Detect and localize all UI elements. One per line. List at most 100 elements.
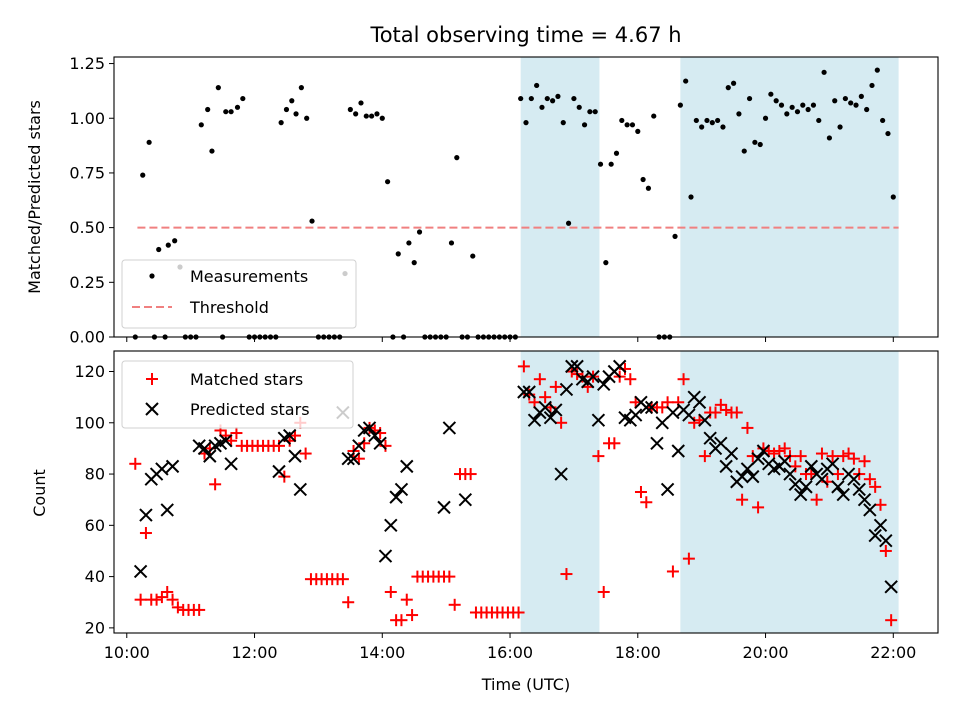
- bottom-predicted-stars-point-95: [836, 487, 850, 502]
- bottom-predicted-stars-point-103: [879, 534, 893, 548]
- bottom-predicted-stars-point-94: [831, 480, 845, 494]
- bottom-predicted-stars-point-32: [437, 500, 451, 515]
- bottom-predicted-stars-point-50: [597, 377, 611, 392]
- top-measurements-point-128: [816, 117, 822, 124]
- top-measurements-point-42: [358, 100, 364, 106]
- bottom-matched-stars-point-138: [863, 473, 876, 486]
- bottom-matched-stars-point-4: [150, 593, 163, 606]
- top-measurements-point-27: [278, 120, 284, 126]
- top-measurements-point-104: [688, 194, 694, 200]
- top-measurements-point-31: [298, 85, 304, 91]
- bottom-matched-stars-point-103: [677, 373, 690, 386]
- top-measurements-point-73: [523, 120, 529, 126]
- bottom-matched-stars-point-6: [161, 585, 174, 598]
- bottom-matched-stars-point-0: [129, 457, 142, 470]
- bottom-matched-stars-point-12: [193, 603, 206, 616]
- top-measurements-point-15: [215, 85, 221, 91]
- bottom-predicted-stars-point-43: [559, 382, 574, 397]
- bottom-matched-stars-point-87: [592, 450, 605, 463]
- top-measurements-point-43: [363, 113, 369, 119]
- bottom-matched-stars-point-142: [885, 614, 898, 627]
- top-measurements-point-46: [379, 115, 385, 121]
- top-measurements-point-141: [885, 130, 891, 137]
- bottom-predicted-stars-point-28: [384, 518, 398, 533]
- top-measurements-point-12: [198, 122, 204, 128]
- bottom-predicted-stars-point-88: [799, 480, 813, 494]
- top-shaded-interval-1: [680, 57, 899, 337]
- top-measurements-point-90: [613, 150, 620, 156]
- bottom-predicted-stars-point-76: [735, 469, 749, 484]
- top-y-axis-label: Matched/Predicted stars: [25, 100, 44, 294]
- legend-threshold-label: Threshold: [189, 298, 269, 317]
- bottom-predicted-stars-point-8: [197, 441, 212, 456]
- bottom-predicted-stars-point-66: [682, 408, 696, 422]
- bottom-x-tick-label-1: 12:00: [231, 643, 277, 662]
- top-measurements-point-139: [874, 67, 880, 73]
- bottom-predicted-stars-point-9: [203, 449, 217, 463]
- bottom-predicted-stars-point-40: [543, 410, 558, 425]
- bottom-matched-stars-point-90: [608, 437, 621, 450]
- top-measurements-point-59: [448, 240, 455, 246]
- bottom-matched-stars-point-117: [752, 501, 765, 514]
- bottom-predicted-stars-point-97: [847, 472, 861, 486]
- top-x-ticks: [126, 337, 894, 342]
- bottom-matched-stars-point-59: [443, 570, 456, 583]
- top-measurements-point-124: [794, 109, 801, 115]
- top-measurements-point-110: [720, 124, 726, 130]
- top-measurements-point-18: [228, 109, 234, 115]
- bottom-matched-stars-point-73: [517, 360, 530, 373]
- bottom-predicted-stars-point-20: [341, 451, 355, 466]
- top-legend-box: [121, 259, 357, 329]
- top-measurements-point-117: [757, 141, 763, 148]
- bottom-matched-stars-point-122: [778, 442, 791, 455]
- top-measurements-point-49: [395, 251, 401, 257]
- bottom-matched-stars-point-134: [842, 447, 855, 460]
- bottom-predicted-stars-point-35: [517, 385, 531, 399]
- bottom-predicted-stars-point-36: [522, 385, 536, 399]
- top-measurements-point-114: [741, 148, 747, 154]
- bottom-predicted-stars-point-34: [458, 492, 473, 507]
- top-y-tick-label-4: 1.00: [69, 109, 105, 128]
- bottom-predicted-stars-point-25: [368, 428, 382, 443]
- bottom-predicted-stars-point-70: [703, 431, 717, 445]
- bottom-matched-stars-point-50: [395, 614, 408, 627]
- bottom-matched-stars-point-137: [858, 455, 871, 468]
- top-measurements-point-6: [165, 242, 171, 248]
- bottom-matched-stars-point-140: [874, 498, 887, 511]
- bottom-predicted-stars-point-101: [868, 528, 882, 543]
- top-measurements-point-103: [683, 78, 689, 84]
- bottom-predicted-stars-point-74: [724, 446, 739, 461]
- legend-predicted-marker: [145, 402, 159, 416]
- bottom-matched-stars-point-115: [741, 421, 754, 434]
- legend-measurements-label: Measurements: [190, 267, 308, 286]
- top-measurements-point-78: [550, 98, 556, 104]
- top-measurements-point-127: [810, 102, 817, 108]
- top-measurements-point-106: [699, 124, 705, 130]
- bottom-predicted-stars-point-42: [554, 467, 568, 481]
- bottom-predicted-stars-point-89: [804, 459, 819, 474]
- top-measurements-point-84: [581, 122, 588, 128]
- bottom-matched-stars-point-129: [815, 447, 828, 460]
- top-measurements-point-72: [518, 95, 524, 102]
- bottom-matched-stars-point-80: [555, 416, 568, 429]
- top-measurements-point-126: [805, 106, 811, 113]
- bottom-predicted-stars-point-93: [825, 457, 840, 471]
- bottom-matched-stars-point-95: [634, 486, 647, 498]
- top-measurements-point-7: [172, 238, 178, 244]
- bottom-matched-stars-point-96: [640, 496, 653, 509]
- bottom-predicted-stars-point-63: [666, 405, 680, 420]
- top-measurements-point-87: [597, 161, 604, 167]
- top-measurements-point-63: [470, 253, 476, 259]
- top-measurements-point-120: [773, 98, 779, 104]
- bottom-x-tick-label-0: 10:00: [104, 643, 150, 662]
- bottom-predicted-stars-point-22: [352, 439, 366, 453]
- bottom-shaded-interval-1: [680, 351, 899, 633]
- top-measurements-point-101: [672, 233, 678, 239]
- top-measurements-point-1: [140, 172, 146, 178]
- top-measurements-point-4: [156, 246, 162, 253]
- legend-matched-label: Matched stars: [190, 370, 303, 389]
- bottom-matched-stars-point-60: [448, 598, 461, 611]
- bottom-matched-stars-point-8: [171, 601, 184, 614]
- bottom-matched-stars-point-109: [709, 406, 722, 419]
- top-measurements-point-140: [880, 117, 886, 124]
